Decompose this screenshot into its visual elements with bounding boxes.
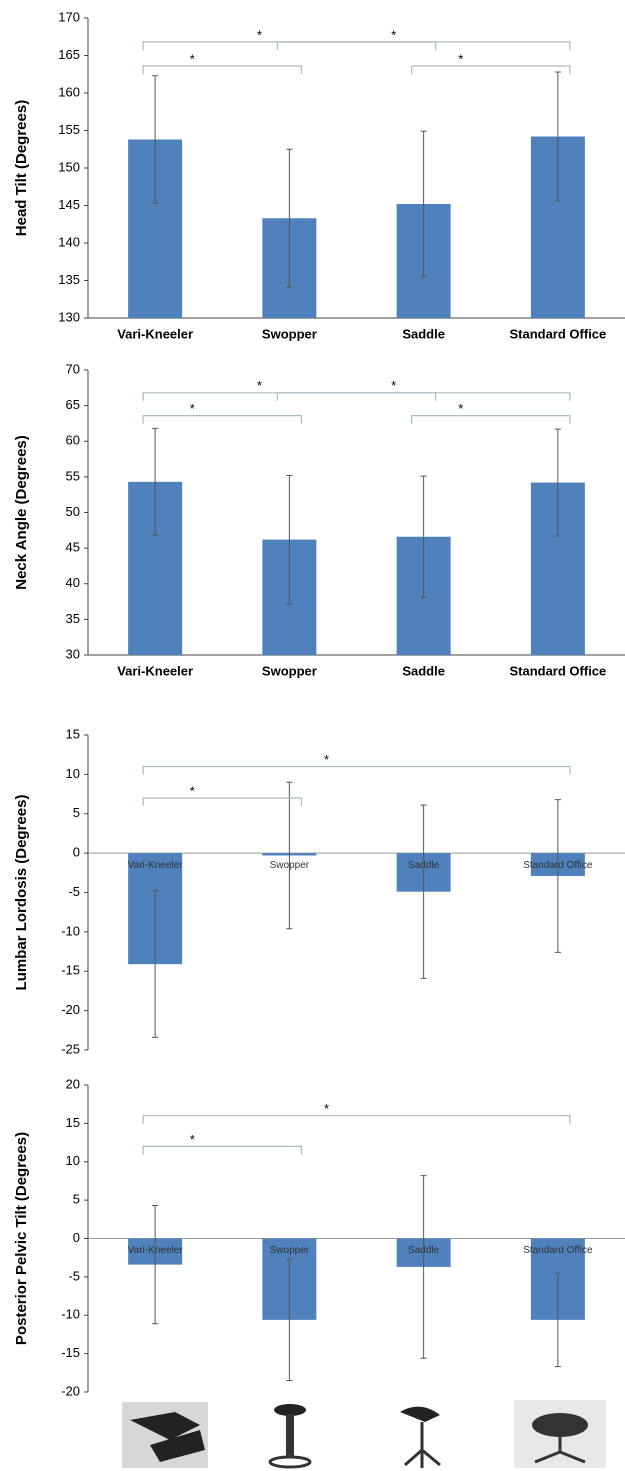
y-tick-label: 50 <box>66 504 80 519</box>
chair-image <box>532 1413 588 1437</box>
y-tick-label: -10 <box>61 1307 80 1322</box>
x-tick-label: Vari-Kneeler <box>117 663 193 678</box>
significance-label: * <box>324 752 329 767</box>
significance-bracket <box>277 42 570 50</box>
y-tick-label: 55 <box>66 468 80 483</box>
x-tick-label: Swopper <box>262 663 317 678</box>
x-tick-label: Standard Office <box>509 326 606 341</box>
y-tick-label: -5 <box>68 1268 80 1283</box>
y-tick-label: 170 <box>58 9 80 24</box>
y-tick-label: 140 <box>58 234 80 249</box>
y-tick-label: 145 <box>58 197 80 212</box>
significance-label: * <box>190 783 195 798</box>
significance-bracket <box>143 1116 570 1124</box>
y-tick-label: 60 <box>66 433 80 448</box>
y-tick-label: 135 <box>58 272 80 287</box>
y-tick-label: 0 <box>73 845 80 860</box>
y-tick-label: -25 <box>61 1041 80 1056</box>
y-tick-label: 30 <box>66 646 80 661</box>
y-tick-label: 165 <box>58 47 80 62</box>
significance-bracket <box>277 393 570 401</box>
y-tick-label: -10 <box>61 923 80 938</box>
x-tick-label: Standard Office <box>523 1245 593 1256</box>
significance-label: * <box>458 51 463 66</box>
y-axis-title: Posterior Pelvic Tilt (Degrees) <box>13 1132 30 1345</box>
significance-bracket <box>143 1146 301 1154</box>
y-tick-label: 10 <box>66 766 80 781</box>
y-tick-label: -15 <box>61 1345 80 1360</box>
significance-bracket <box>143 393 436 401</box>
significance-label: * <box>391 27 396 42</box>
y-tick-label: 15 <box>66 726 80 741</box>
significance-bracket <box>143 416 301 424</box>
significance-bracket <box>143 767 570 775</box>
significance-label: * <box>190 1132 195 1147</box>
significance-label: * <box>391 378 396 393</box>
significance-bracket <box>412 416 570 424</box>
y-tick-label: -20 <box>61 1383 80 1398</box>
y-tick-label: -15 <box>61 963 80 978</box>
x-tick-label: Swopper <box>270 1245 310 1256</box>
significance-bracket <box>143 42 436 50</box>
y-tick-label: 5 <box>73 805 80 820</box>
y-axis-title: Neck Angle (Degrees) <box>13 435 30 590</box>
chair-images <box>122 1400 606 1468</box>
y-tick-label: -5 <box>68 884 80 899</box>
chair-image <box>286 1414 294 1458</box>
y-tick-label: 10 <box>66 1153 80 1168</box>
significance-label: * <box>257 378 262 393</box>
x-tick-label: Swopper <box>262 326 317 341</box>
y-tick-label: 45 <box>66 540 80 555</box>
x-tick-label: Saddle <box>402 326 445 341</box>
y-tick-label: 5 <box>73 1192 80 1207</box>
significance-label: * <box>324 1101 329 1116</box>
significance-bracket <box>143 66 301 74</box>
y-axis-title: Lumbar Lordosis (Degrees) <box>13 795 30 991</box>
y-tick-label: 160 <box>58 84 80 99</box>
y-tick-label: 15 <box>66 1115 80 1130</box>
x-tick-label: Vari-Kneeler <box>128 860 184 871</box>
significance-label: * <box>190 401 195 416</box>
y-tick-label: 40 <box>66 575 80 590</box>
chair-image <box>405 1422 440 1468</box>
y-tick-label: 130 <box>58 309 80 324</box>
y-tick-label: 35 <box>66 611 80 626</box>
significance-bracket <box>143 798 301 806</box>
x-tick-label: Saddle <box>402 663 445 678</box>
significance-label: * <box>257 27 262 42</box>
y-tick-label: 155 <box>58 122 80 137</box>
y-tick-label: 150 <box>58 159 80 174</box>
significance-label: * <box>458 401 463 416</box>
y-tick-label: 20 <box>66 1076 80 1091</box>
y-tick-label: -20 <box>61 1002 80 1017</box>
chart: Head Tilt (Degrees)130135140145150155160… <box>0 0 625 1471</box>
y-tick-label: 65 <box>66 397 80 412</box>
chair-image <box>270 1457 310 1467</box>
y-axis-title: Head Tilt (Degrees) <box>13 100 30 236</box>
chair-image <box>400 1407 440 1422</box>
x-tick-label: Standard Office <box>509 663 606 678</box>
y-tick-label: 0 <box>73 1230 80 1245</box>
significance-label: * <box>190 51 195 66</box>
x-tick-label: Vari-Kneeler <box>117 326 193 341</box>
significance-bracket <box>412 66 570 74</box>
y-tick-label: 70 <box>66 361 80 376</box>
